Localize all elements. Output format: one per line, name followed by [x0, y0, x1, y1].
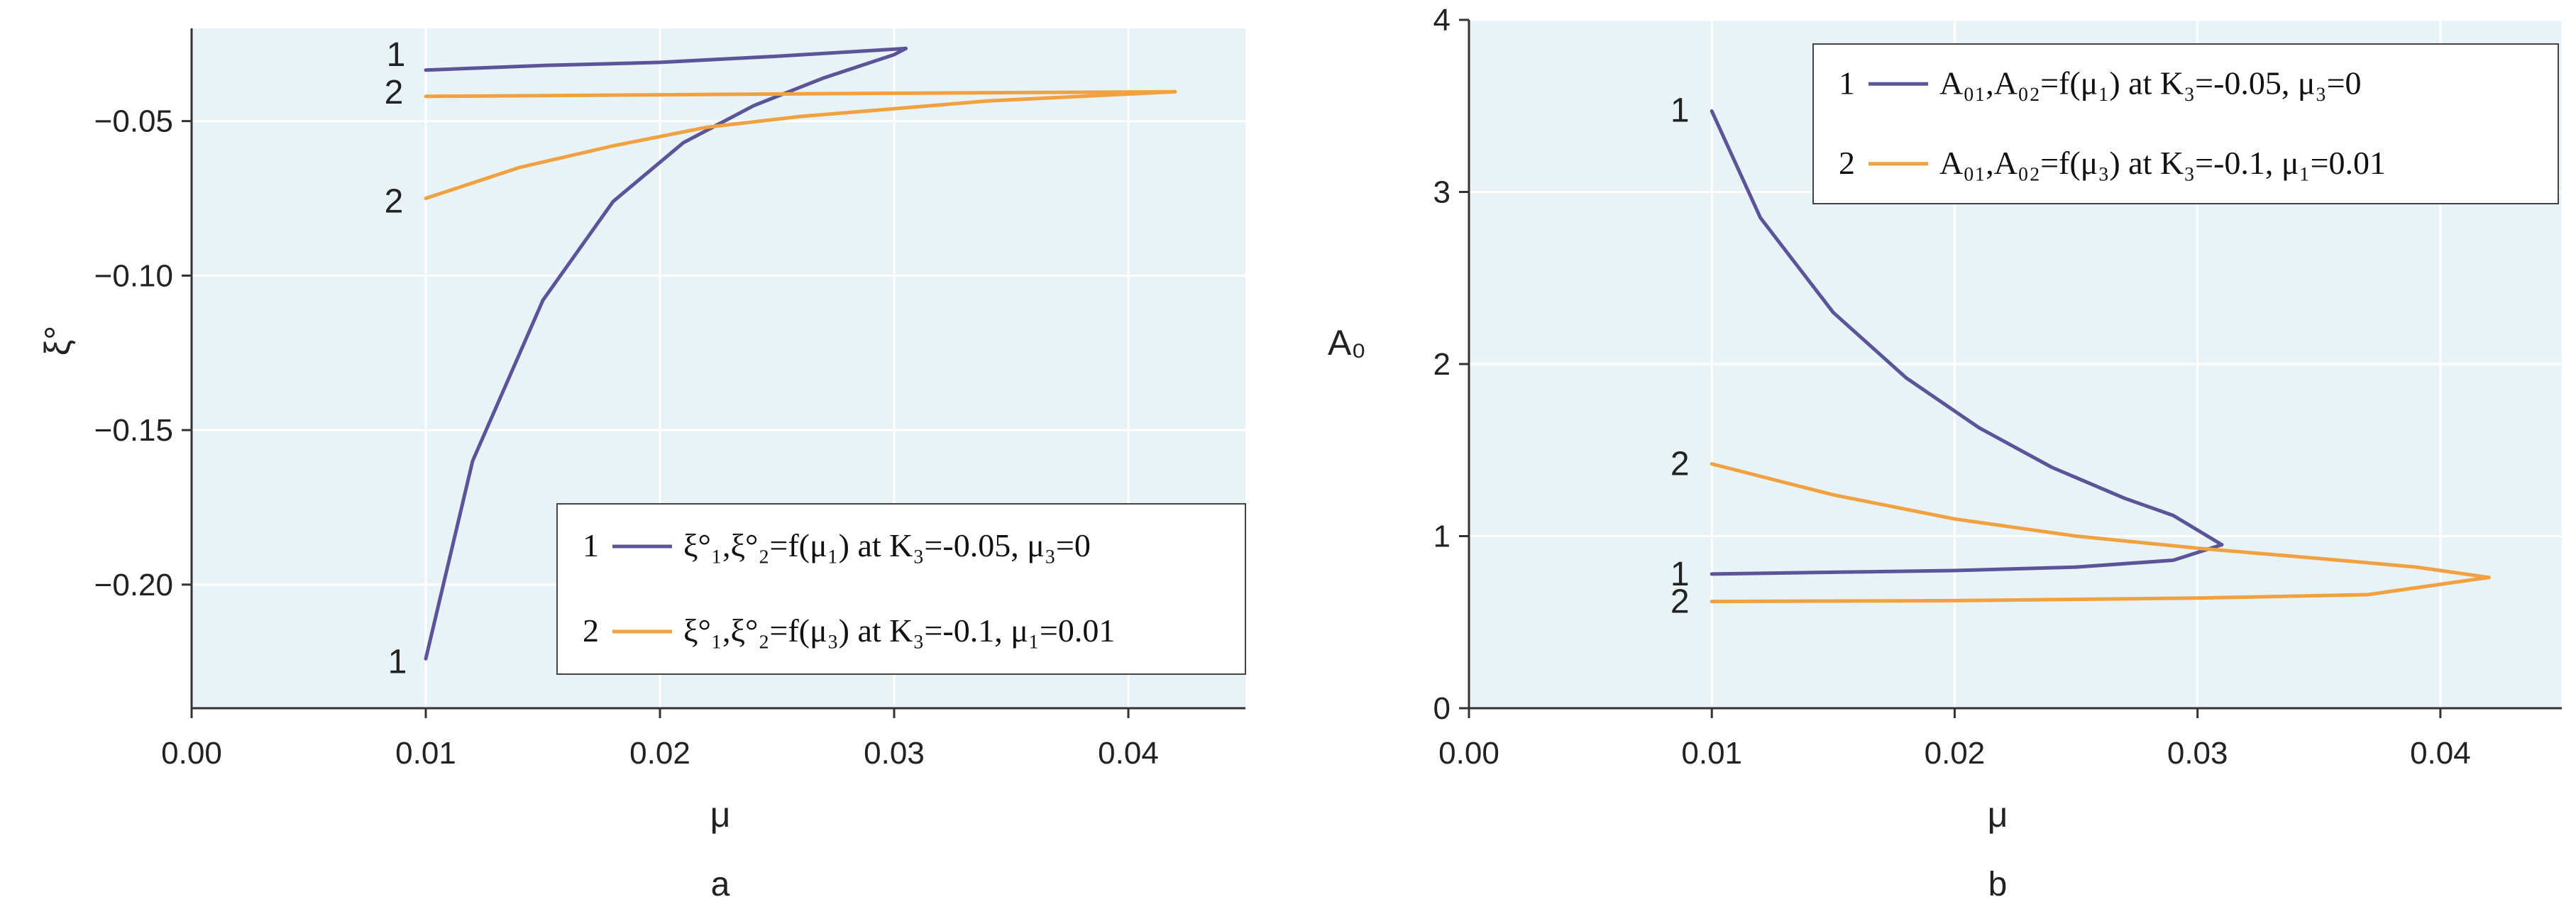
y-tick-label: 1	[1433, 519, 1451, 554]
legend: 1 A₀₁,A₀₂=f(μ₁) at K₃=-0.05, μ₃=0 2 A₀₁,A₀₂…	[1812, 43, 2559, 204]
x-tick-label: 0.01	[395, 736, 456, 771]
legend-number: 1	[1839, 65, 1855, 101]
y-tick-label: 4	[1433, 3, 1451, 38]
curve-label-2: 2	[1670, 446, 1690, 483]
series-2-upper-line	[424, 89, 1177, 99]
x-tick-label: 0.02	[1925, 736, 1986, 771]
x-tick-label: 0.04	[1098, 736, 1159, 771]
y-tick-label: 3	[1433, 175, 1451, 210]
series-1-lower-line	[424, 46, 908, 661]
x-tick-label: 0.00	[1438, 736, 1499, 771]
series-1-lower-line	[1710, 543, 2224, 576]
curve-label-1: 1	[388, 643, 407, 681]
x-axis-label: μ	[1988, 795, 2008, 835]
y-tick-label: −0.10	[94, 258, 173, 293]
x-tick-label: 0.01	[1681, 736, 1742, 771]
legend-number: 2	[583, 612, 599, 649]
series-1-upper-line	[1710, 109, 2224, 547]
series-2-lower-line	[424, 89, 1177, 200]
legend: 1 ξ°₁,ξ°₂=f(μ₁) at K₃=-0.05, μ₃=0 2 ξ°₁,ξ°₂…	[556, 503, 1246, 675]
series-2-lower-line	[1710, 576, 2491, 604]
y-tick-label: 2	[1433, 347, 1451, 382]
curve-label-2: 2	[385, 183, 404, 221]
chart-a: 0.00 0.01 0.02 0.03 0.04 −0.05 −0.10 −0.15 −0.20…	[38, 28, 1246, 903]
panel-label: b	[1988, 866, 2008, 903]
y-tick-label: 0	[1433, 691, 1451, 726]
x-tick-label: 0.03	[2167, 736, 2228, 771]
x-tick-label: 0.03	[864, 736, 925, 771]
series-1-upper-line	[424, 46, 908, 72]
x-tick-label: 0.04	[2410, 736, 2471, 771]
legend-number: 1	[583, 527, 599, 563]
curve-label-2: 2	[1670, 583, 1690, 621]
legend-number: 2	[1839, 145, 1855, 181]
y-tick-label: −0.20	[94, 568, 173, 602]
curve-label-1: 1	[387, 36, 406, 74]
legend-entry: ξ°₁,ξ°₂=f(μ₃) at K₃=-0.1, μ₁=0.01	[683, 612, 1115, 649]
legend-entry: A₀₁,A₀₂=f(μ₁) at K₃=-0.05, μ₃=0	[1939, 65, 2362, 101]
y-tick-label: −0.05	[94, 104, 173, 139]
x-tick-label: 0.00	[161, 736, 222, 771]
series-2-upper-line	[1710, 462, 2491, 580]
legend-entry: ξ°₁,ξ°₂=f(μ₁) at K₃=-0.05, μ₃=0	[683, 527, 1091, 563]
y-axis-label: ξ°	[38, 326, 77, 356]
x-axis-label: μ	[710, 795, 731, 835]
legend-box	[1812, 43, 2559, 204]
legend-entry: A₀₁,A₀₂=f(μ₃) at K₃=-0.1, μ₁=0.01	[1939, 145, 2386, 181]
curve-label-1: 1	[1670, 92, 1690, 130]
panel-label: a	[711, 866, 730, 903]
legend-box	[556, 503, 1246, 675]
x-tick-label: 0.02	[629, 736, 690, 771]
y-axis-label: A₀	[1328, 323, 1366, 363]
curve-label-2: 2	[385, 74, 404, 111]
y-tick-label: −0.15	[94, 413, 173, 448]
curve-label-1: 1	[1670, 556, 1690, 593]
